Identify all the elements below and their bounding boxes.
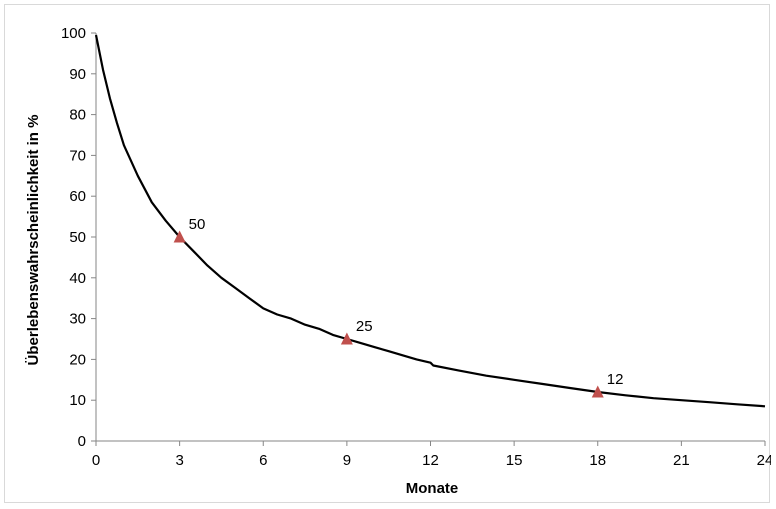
- triangle-marker: [340, 332, 353, 345]
- data-label: 12: [607, 371, 624, 388]
- x-tick-label: 12: [422, 452, 439, 469]
- y-tick-label: 100: [61, 25, 86, 42]
- y-axis-ticks: 0 10 20 30 40 50 60 70 80 90 100: [61, 25, 96, 450]
- chart-area: 0 10 20 30 40 50 60 70 80 90 100 0 3 6 9 12 15 18 21 24 50…: [4, 4, 773, 503]
- survival-chart: 0 10 20 30 40 50 60 70 80 90 100 0 3 6 9 12 15 18 21 24 50…: [25, 25, 773, 497]
- x-tick-label: 3: [175, 452, 183, 469]
- y-tick-label: 30: [69, 311, 86, 328]
- x-axis-title: Monate: [406, 480, 459, 497]
- x-tick-label: 9: [343, 452, 351, 469]
- x-axis-ticks: 0 3 6 9 12 15 18 21 24: [92, 441, 773, 469]
- x-tick-label: 21: [673, 452, 690, 469]
- x-tick-label: 15: [506, 452, 523, 469]
- y-tick-label: 70: [69, 147, 86, 164]
- x-tick-label: 24: [757, 452, 771, 469]
- y-tick-label: 40: [69, 270, 86, 287]
- data-label: 50: [189, 216, 206, 233]
- y-tick-label: 90: [69, 66, 86, 83]
- y-tick-label: 60: [69, 188, 86, 205]
- triangle-marker: [591, 385, 604, 398]
- y-tick-label: 50: [69, 229, 86, 246]
- y-tick-label: 80: [69, 107, 86, 124]
- survival-curve-line: [94, 34, 766, 408]
- y-tick-label: 10: [69, 392, 86, 409]
- y-tick-label: 20: [69, 351, 86, 368]
- y-tick-label: 0: [78, 433, 86, 450]
- x-tick-label: 18: [589, 452, 606, 469]
- x-tick-label: 0: [92, 452, 100, 469]
- x-tick-label: 6: [259, 452, 267, 469]
- data-label: 25: [356, 318, 373, 335]
- y-axis-title: Überlebenswahrscheinlichkeit in %: [25, 115, 42, 366]
- data-markers: 50 25 12: [173, 216, 624, 398]
- triangle-marker: [173, 230, 186, 243]
